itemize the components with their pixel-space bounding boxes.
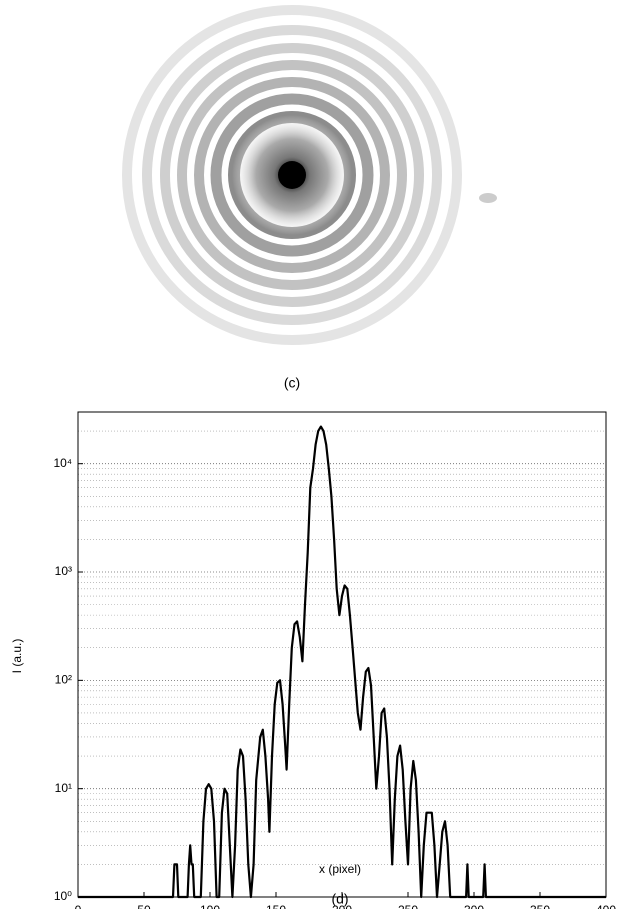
caption: (c) (284, 375, 300, 391)
x-tick-label: 50 (137, 903, 151, 909)
x-tick-label: 300 (464, 903, 484, 909)
y-tick-label: 10⁴ (53, 456, 72, 470)
y-tick-label: 10² (55, 673, 72, 687)
x-tick-label: 350 (530, 903, 550, 909)
y-tick-label: 10¹ (55, 781, 72, 795)
y-axis-label: I (a.u.) (10, 639, 24, 674)
y-tick-label: 10³ (55, 564, 72, 578)
x-tick-label: 100 (200, 903, 220, 909)
caption: (d) (331, 891, 348, 907)
x-tick-label: 200 (332, 903, 352, 909)
x-tick-label: 0 (75, 903, 82, 909)
x-tick-label: 250 (398, 903, 418, 909)
data-line (78, 425, 606, 899)
plot-frame (77, 411, 607, 898)
x-tick-label: 150 (266, 903, 286, 909)
ring-image (122, 5, 497, 345)
x-tick-label: 400 (596, 903, 616, 909)
x-axis-label: x (pixel) (319, 862, 361, 876)
y-tick-label: 10⁰ (54, 889, 72, 903)
